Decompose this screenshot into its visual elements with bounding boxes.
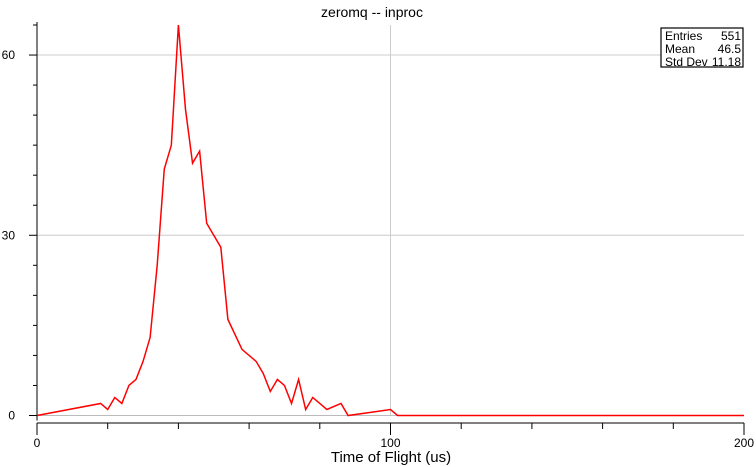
histogram-bin <box>207 223 214 415</box>
histogram-bin <box>193 163 200 415</box>
histogram-bin <box>178 25 185 416</box>
x-tick-label: 100 <box>380 436 400 450</box>
stats-mean-label: Mean <box>665 42 695 56</box>
y-tick-label: 0 <box>8 409 15 423</box>
histogram-series-line <box>36 24 744 417</box>
histogram-bin <box>150 337 157 415</box>
grid-lines <box>37 25 744 416</box>
histogram-bin <box>171 145 178 415</box>
histogram-bin <box>292 403 299 415</box>
histogram-bin <box>129 385 136 415</box>
histogram-bin <box>327 409 334 415</box>
histogram-bin <box>157 265 164 415</box>
y-tick-label: 30 <box>2 228 16 242</box>
histogram-bin <box>221 247 228 415</box>
stats-mean-value: 46.5 <box>718 42 742 56</box>
stats-box-border <box>660 27 744 68</box>
x-tick-label: 200 <box>734 436 754 450</box>
y-tick-label: 60 <box>2 48 16 62</box>
histogram-bin <box>143 361 150 415</box>
x-tick-label: 0 <box>34 436 41 450</box>
histogram-bin <box>214 223 221 415</box>
histogram-bin <box>122 403 129 415</box>
stats-entries-label: Entries <box>665 29 702 43</box>
histogram-bin <box>270 391 277 415</box>
histogram-bin <box>108 409 115 415</box>
axis-ticks: 0 100 200 0 30 60 <box>2 24 754 450</box>
histogram-bin <box>242 349 249 415</box>
histogram-bin <box>136 379 143 415</box>
histogram-bin <box>235 319 242 415</box>
stats-std-value: 11.18 <box>712 55 741 69</box>
histogram-bin <box>334 409 341 415</box>
chart-title: zeromq -- inproc <box>321 4 423 20</box>
histogram-bin <box>306 409 313 415</box>
stats-std-label: Std Dev <box>665 55 708 69</box>
stats-box: Entries 551 Mean 46.5 Std Dev 11.18 <box>660 27 744 69</box>
histogram-bin <box>263 373 270 415</box>
stats-entries-value: 551 <box>721 29 741 43</box>
x-axis-label: Time of Flight (us) <box>331 449 451 466</box>
histogram-bin <box>256 361 263 415</box>
histogram-bins <box>101 25 398 416</box>
histogram-bin <box>164 169 171 415</box>
